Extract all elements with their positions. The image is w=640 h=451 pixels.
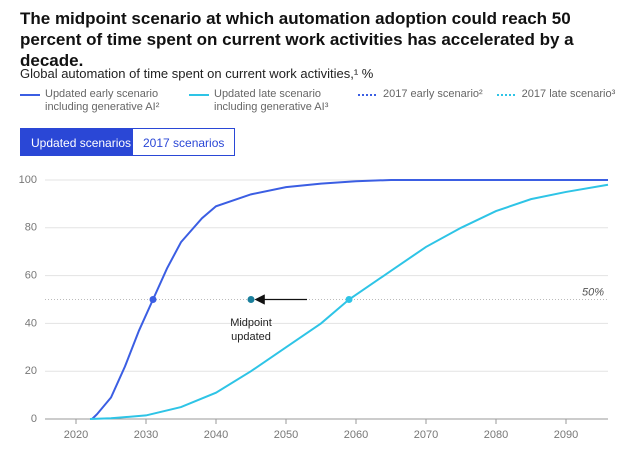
legend-label: Updated early scenario including generat… (45, 88, 160, 113)
legend-item: Updated early scenario including generat… (20, 88, 175, 114)
title: The midpoint scenario at which automatio… (20, 9, 574, 70)
tab[interactable]: 2017 scenarios (132, 128, 236, 156)
legend-label: Updated late scenario including generati… (214, 88, 329, 113)
legend-swatch (496, 94, 517, 96)
subtitle: Global automation of time spent on curre… (20, 66, 374, 81)
series-line (89, 183, 609, 420)
legend-swatch (189, 94, 209, 96)
legend-item: 2017 early scenario² (358, 88, 483, 114)
reference-label: 50% (582, 286, 604, 298)
y-tick-label: 0 (31, 413, 37, 425)
marker (149, 296, 157, 303)
legend-item: 2017 late scenario³ (496, 88, 616, 114)
legend-swatch (358, 94, 378, 96)
legend: Updated early scenario including generat… (20, 88, 615, 114)
series-line (91, 179, 608, 420)
y-tick-label: 40 (25, 317, 37, 329)
x-tick-label: 2070 (414, 429, 438, 441)
marker (345, 296, 353, 303)
legend-item: Updated late scenario including generati… (189, 88, 344, 114)
legend-label: 2017 late scenario³ (521, 88, 616, 100)
legend-swatch (20, 94, 40, 96)
x-tick-label: 2040 (204, 429, 228, 441)
x-tick-label: 2090 (554, 429, 578, 441)
legend-label: 2017 early scenario² (383, 88, 483, 100)
x-tick-label: 2030 (134, 429, 158, 441)
x-tick-label: 2050 (274, 429, 298, 441)
x-tick-label: 2080 (484, 429, 508, 441)
y-tick-label: 80 (25, 222, 37, 234)
annotation: Midpoint updated (230, 316, 272, 343)
y-tick-label: 20 (25, 365, 37, 377)
y-tick-label: 60 (25, 270, 37, 282)
tab-active[interactable]: Updated scenarios (20, 128, 143, 156)
marker (247, 296, 255, 303)
x-tick-label: 2060 (344, 429, 368, 441)
x-tick-label: 2020 (64, 429, 88, 441)
y-tick-label: 100 (19, 174, 37, 186)
